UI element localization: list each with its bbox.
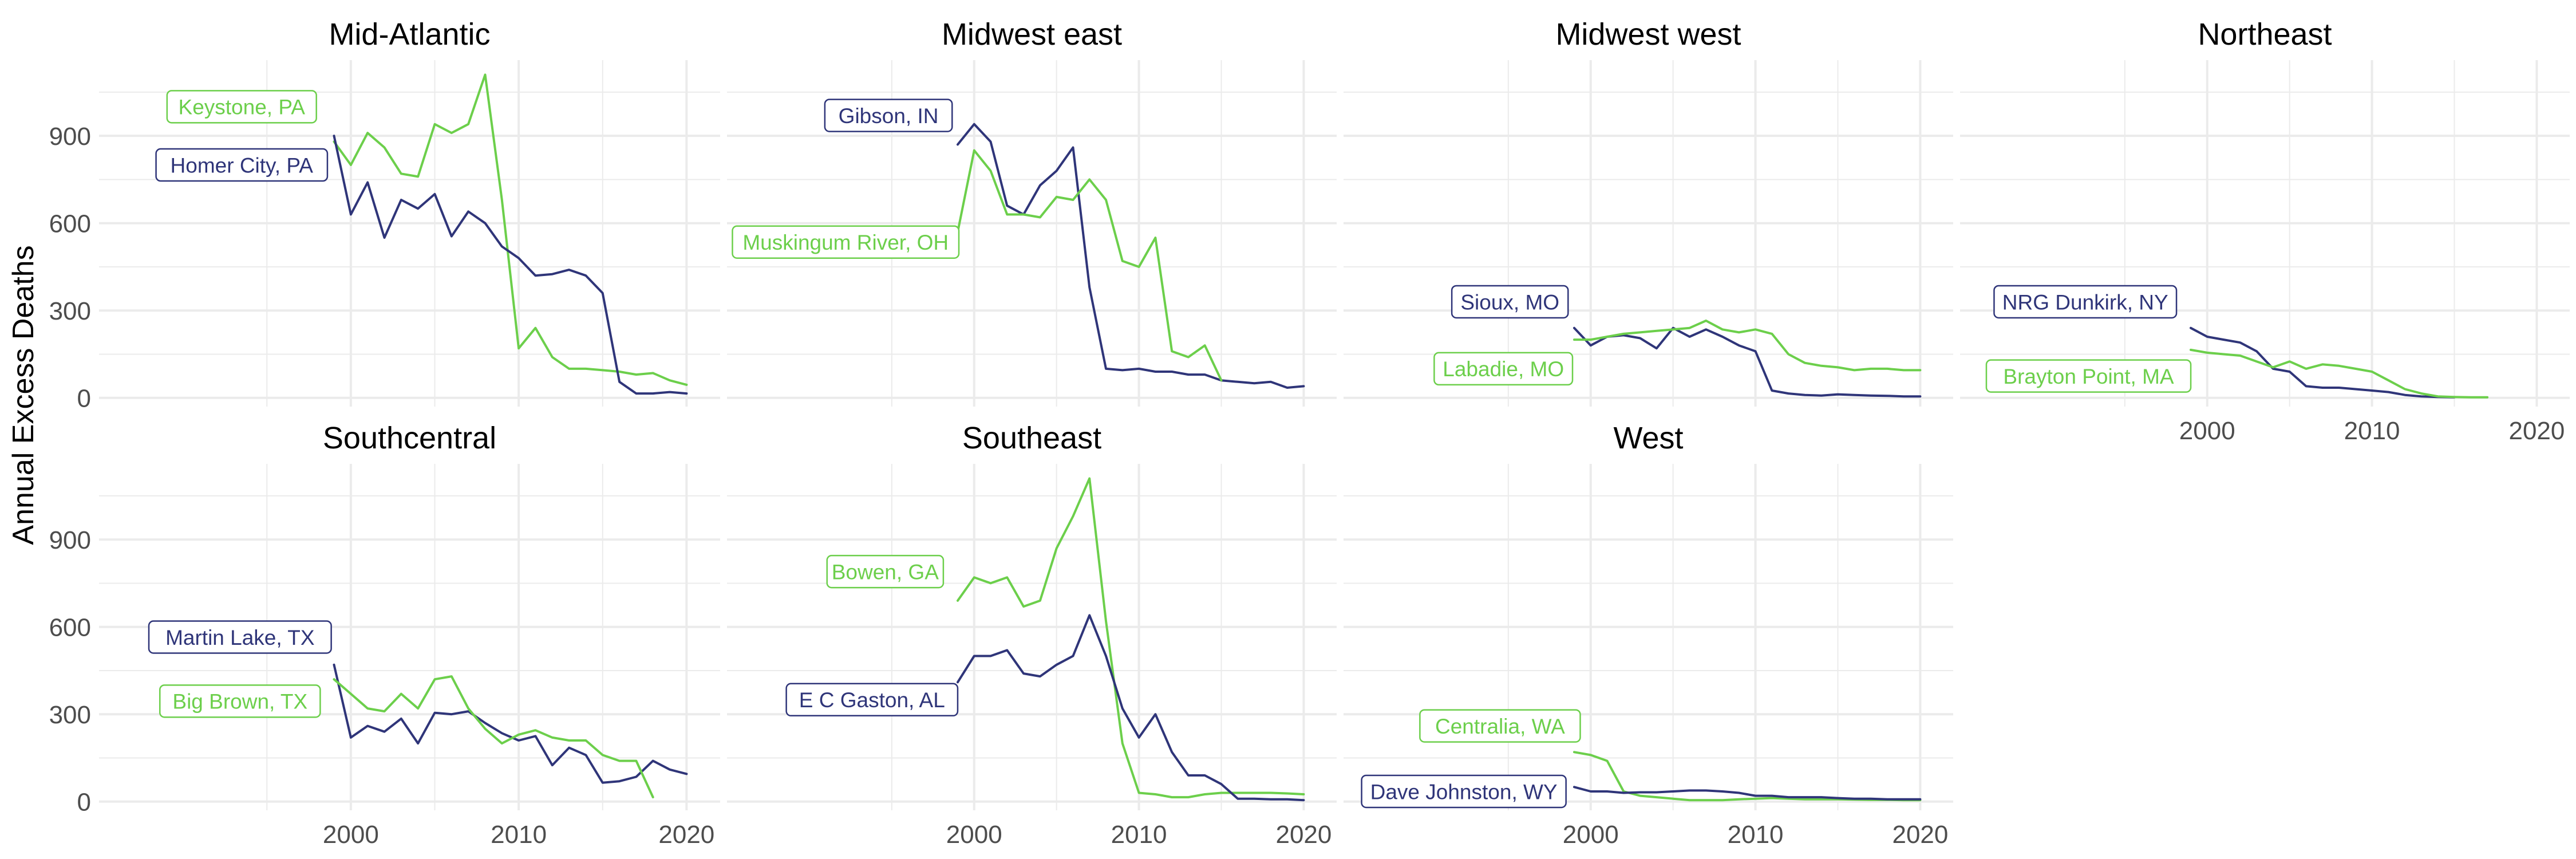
- facet-panels: Mid-Atlantic 0 300 600 900 Keystone, PA Homer …: [49, 17, 2570, 849]
- series-label: Muskingum River, OH: [732, 225, 960, 259]
- series-label-text: E C Gaston, AL: [799, 688, 945, 712]
- series-line: [333, 675, 654, 799]
- series-label-text: Brayton Point, MA: [2003, 365, 2174, 388]
- facet-panel: Midwest east Gibson, IN Muskingum River, O…: [727, 17, 1337, 407]
- x-tick-label: 2020: [2508, 417, 2565, 445]
- series-label-box: [1419, 709, 1581, 743]
- series-line: [957, 477, 1305, 799]
- series-label: Centralia, WA: [1419, 709, 1581, 743]
- x-tick-label: 2010: [1728, 821, 1784, 849]
- series-line: [957, 149, 1223, 382]
- series-label-text: Gibson, IN: [839, 104, 939, 128]
- y-tick-label: 0: [77, 789, 91, 817]
- series-label-box: [1993, 285, 2178, 319]
- panel-title: Southeast: [962, 421, 1101, 455]
- series-label-box: [826, 554, 945, 589]
- panel-title: Southcentral: [323, 421, 496, 455]
- series-label-text: Martin Lake, TX: [165, 626, 314, 649]
- series-label-box: [824, 98, 953, 132]
- series-line: [1573, 786, 1922, 801]
- series-label-text: Dave Johnston, WY: [1370, 780, 1558, 803]
- series-label: Brayton Point, MA: [1985, 359, 2192, 393]
- series-label: E C Gaston, AL: [785, 683, 959, 717]
- series-label: Martin Lake, TX: [148, 620, 332, 654]
- facet-panel: Southcentral 0 300 600 900 2000 2010 2020 Martin…: [49, 421, 720, 849]
- series-label-text: Centralia, WA: [1435, 715, 1565, 738]
- series-label: Keystone, PA: [166, 90, 317, 124]
- series-label-box: [1985, 359, 2192, 393]
- series-label-box: [148, 620, 332, 654]
- series-line: [2190, 326, 2456, 399]
- series-label: Dave Johnston, WY: [1361, 774, 1567, 809]
- x-tick-label: 2000: [323, 821, 379, 849]
- series-label-text: Big Brown, TX: [172, 690, 307, 714]
- y-tick-label: 300: [49, 701, 91, 729]
- series-label-text: Bowen, GA: [832, 560, 939, 584]
- y-tick-label: 600: [49, 614, 91, 642]
- series-label: NRG Dunkirk, NY: [1993, 285, 2178, 319]
- series-line: [2190, 348, 2489, 399]
- series-line: [333, 663, 688, 784]
- y-tick-label: 600: [49, 210, 91, 238]
- y-tick-label: 900: [49, 123, 91, 151]
- series-label-box: [155, 148, 329, 182]
- y-tick-label: 900: [49, 526, 91, 554]
- x-tick-label: 2010: [2344, 417, 2400, 445]
- facet-panel: West 2000 2010 2020 Centralia, WA Dave Johnst…: [1344, 421, 1953, 849]
- y-tick-label: 0: [77, 385, 91, 413]
- series-label-box: [1433, 352, 1574, 386]
- facet-panel: Mid-Atlantic 0 300 600 900 Keystone, PA Homer …: [49, 17, 720, 413]
- series-label: Labadie, MO: [1433, 352, 1574, 386]
- series-label-text: Keystone, PA: [179, 96, 306, 119]
- x-tick-label: 2020: [1275, 821, 1332, 849]
- series-line: [333, 73, 688, 386]
- panel-title: Midwest east: [942, 17, 1122, 52]
- series-line: [957, 614, 1305, 802]
- x-tick-label: 2010: [491, 821, 547, 849]
- panel-title: Midwest west: [1555, 17, 1741, 52]
- facet-panel: Southeast 2000 2010 2020 Bowen, GA E C Gaston…: [727, 421, 1337, 849]
- y-tick-label: 300: [49, 297, 91, 325]
- x-tick-label: 2020: [1892, 821, 1948, 849]
- series-label: Bowen, GA: [826, 554, 945, 589]
- series-label: Gibson, IN: [824, 98, 953, 132]
- series-label-box: [1361, 774, 1567, 809]
- x-tick-label: 2000: [1563, 821, 1619, 849]
- facet-panel: Northeast 2000 2010 2020 NRG Dunkirk, NY Bray…: [1960, 17, 2570, 445]
- x-tick-label: 2000: [946, 821, 1002, 849]
- series-label-text: Homer City, PA: [171, 153, 314, 177]
- panel-title: West: [1613, 421, 1683, 455]
- series-label-box: [785, 683, 959, 717]
- x-tick-label: 2020: [658, 821, 714, 849]
- series-line: [1573, 326, 1922, 398]
- x-tick-label: 2010: [1111, 821, 1167, 849]
- series-label-box: [166, 90, 317, 124]
- panel-title: Northeast: [2198, 17, 2332, 52]
- series-label-box: [159, 684, 321, 718]
- series-label: Big Brown, TX: [159, 684, 321, 718]
- series-label-text: Labadie, MO: [1443, 357, 1564, 381]
- y-axis-label: Annual Excess Deaths: [7, 245, 40, 545]
- facet-panel: Midwest west Sioux, MO Labadie, MO: [1344, 17, 1953, 407]
- series-label-text: NRG Dunkirk, NY: [2002, 290, 2168, 314]
- series-label-box: [732, 225, 960, 259]
- panel-title: Mid-Atlantic: [329, 17, 490, 52]
- series-label: Sioux, MO: [1451, 285, 1569, 319]
- series-line: [1573, 320, 1922, 372]
- series-line: [333, 135, 688, 395]
- series-line: [957, 123, 1305, 389]
- series-label-text: Muskingum River, OH: [742, 231, 949, 254]
- series-label: Homer City, PA: [155, 148, 329, 182]
- x-tick-label: 2000: [2179, 417, 2235, 445]
- series-label-text: Sioux, MO: [1460, 290, 1559, 314]
- series-label-box: [1451, 285, 1569, 319]
